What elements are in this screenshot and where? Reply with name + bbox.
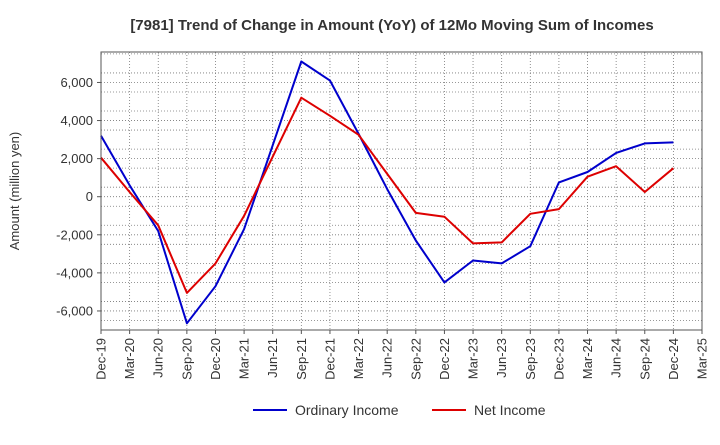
y-axis-label: Amount (million yen) [7, 132, 22, 251]
grid [101, 52, 702, 330]
x-tick-label: Dec-24 [666, 338, 681, 380]
x-ticks: Dec-19 Mar-20 Jun-20 Sep-20 Dec-20 Mar-21 Jun-… [94, 330, 710, 380]
x-tick-label: Mar-25 [695, 338, 710, 379]
plot-frame [100, 51, 703, 331]
y-tick-label: 2,000 [60, 151, 93, 166]
y-tick-label: -2,000 [56, 227, 93, 242]
series-line-ordinary-income [100, 60, 674, 325]
y-ticks: 6,000 4,000 2,000 0 -2,000 -4,000 -6,000 [56, 75, 101, 318]
x-tick-label: Dec-21 [322, 338, 337, 380]
x-tick-label: Dec-19 [94, 338, 109, 380]
chart-title: [7981] Trend of Change in Amount (YoY) o… [130, 17, 653, 34]
x-tick-label: Sep-24 [637, 338, 652, 380]
x-tick-label: Dec-20 [208, 338, 223, 380]
legend-label-net-income: Net Income [474, 402, 546, 418]
series-line-net-income [100, 96, 675, 294]
x-tick-label: Sep-22 [408, 338, 423, 380]
x-tick-label: Jun-20 [151, 338, 166, 378]
x-tick-label: Sep-21 [294, 338, 309, 380]
x-tick-label: Mar-20 [122, 338, 137, 379]
y-tick-label: -4,000 [56, 265, 93, 280]
series-layer [100, 60, 675, 325]
x-tick-label: Jun-22 [380, 338, 395, 378]
x-tick-label: Mar-22 [351, 338, 366, 379]
y-tick-label: 6,000 [60, 75, 93, 90]
x-tick-label: Dec-23 [551, 338, 566, 380]
x-tick-label: Jun-24 [609, 338, 624, 378]
x-tick-label: Mar-21 [237, 338, 252, 379]
legend: Ordinary Income Net Income [253, 402, 546, 418]
y-tick-label: 4,000 [60, 113, 93, 128]
y-tick-label: -6,000 [56, 303, 93, 318]
x-tick-label: Sep-20 [179, 338, 194, 380]
x-tick-label: Mar-23 [466, 338, 481, 379]
x-tick-label: Jun-23 [494, 338, 509, 378]
y-tick-label: 0 [86, 189, 93, 204]
legend-label-ordinary-income: Ordinary Income [295, 402, 399, 418]
x-tick-label: Jun-21 [265, 338, 280, 378]
x-tick-label: Mar-24 [580, 338, 595, 379]
x-tick-label: Dec-22 [437, 338, 452, 380]
x-tick-label: Sep-23 [523, 338, 538, 380]
